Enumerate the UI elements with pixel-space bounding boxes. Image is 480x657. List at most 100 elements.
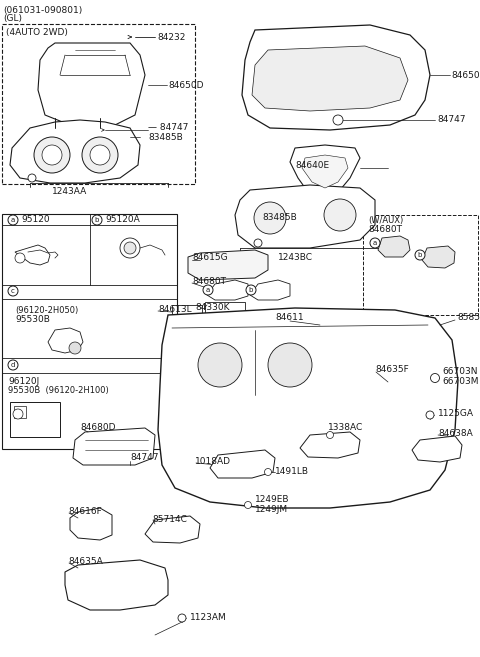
- Polygon shape: [65, 560, 168, 610]
- Circle shape: [198, 343, 242, 387]
- Circle shape: [92, 215, 102, 225]
- Text: 1249EB: 1249EB: [255, 495, 289, 505]
- Text: (96120-2H050): (96120-2H050): [15, 306, 78, 315]
- Text: c: c: [11, 288, 15, 294]
- Polygon shape: [15, 245, 50, 265]
- Text: 95120A: 95120A: [105, 215, 140, 225]
- Bar: [264, 210, 276, 222]
- Polygon shape: [300, 432, 360, 458]
- Bar: [205, 302, 245, 324]
- Circle shape: [90, 145, 110, 165]
- Text: 84638A: 84638A: [438, 430, 473, 438]
- Text: (GL): (GL): [3, 14, 22, 24]
- Circle shape: [268, 343, 312, 387]
- Circle shape: [370, 238, 380, 248]
- Bar: [82, 575, 142, 603]
- Polygon shape: [210, 450, 275, 478]
- Polygon shape: [235, 185, 375, 248]
- Text: 1491LB: 1491LB: [275, 468, 309, 476]
- Bar: [190, 330, 320, 395]
- Circle shape: [178, 614, 186, 622]
- Text: 66703N: 66703N: [442, 367, 478, 376]
- Circle shape: [82, 137, 118, 173]
- Text: (061031-090801): (061031-090801): [3, 5, 82, 14]
- Text: d: d: [11, 362, 15, 368]
- Circle shape: [203, 285, 213, 295]
- Text: 1125GA: 1125GA: [438, 409, 474, 417]
- Circle shape: [8, 360, 18, 370]
- Polygon shape: [38, 43, 145, 128]
- Circle shape: [333, 115, 343, 125]
- Text: 1123AM: 1123AM: [190, 614, 227, 622]
- Text: 66703M: 66703M: [442, 376, 479, 386]
- Bar: [363, 215, 478, 315]
- Circle shape: [431, 373, 440, 382]
- Bar: [14, 406, 26, 418]
- Polygon shape: [73, 428, 155, 465]
- Circle shape: [13, 409, 23, 419]
- Text: — 84747: — 84747: [148, 122, 188, 131]
- Polygon shape: [145, 516, 200, 543]
- Bar: [2, 24, 195, 184]
- Circle shape: [254, 239, 262, 247]
- Polygon shape: [48, 328, 83, 353]
- Text: 84650D: 84650D: [451, 70, 480, 79]
- Text: 84650D: 84650D: [168, 81, 204, 89]
- Text: 84611: 84611: [275, 313, 304, 323]
- Text: b: b: [95, 217, 99, 223]
- Circle shape: [69, 342, 81, 354]
- Circle shape: [415, 250, 425, 260]
- Text: 85714C: 85714C: [152, 514, 187, 524]
- Bar: [2, 214, 177, 449]
- Text: (W/AUX): (W/AUX): [368, 217, 403, 225]
- Text: 1243AA: 1243AA: [52, 187, 88, 196]
- Polygon shape: [422, 246, 455, 268]
- Polygon shape: [10, 120, 140, 183]
- Text: 96120J: 96120J: [8, 376, 39, 386]
- Text: 84635F: 84635F: [375, 365, 409, 374]
- Text: 84747: 84747: [130, 453, 158, 463]
- Text: 1338AC: 1338AC: [328, 424, 363, 432]
- Text: a: a: [206, 287, 210, 293]
- Circle shape: [246, 285, 256, 295]
- Text: 83485B: 83485B: [263, 214, 298, 223]
- Polygon shape: [250, 280, 290, 300]
- Polygon shape: [302, 155, 348, 188]
- Bar: [10, 402, 60, 437]
- Polygon shape: [207, 280, 248, 300]
- Circle shape: [34, 137, 70, 173]
- Text: 95530B  (96120-2H100): 95530B (96120-2H100): [8, 386, 109, 396]
- Text: 85856A: 85856A: [457, 313, 480, 323]
- Circle shape: [15, 253, 25, 263]
- Text: 84615G: 84615G: [192, 252, 228, 261]
- Circle shape: [42, 145, 62, 165]
- Circle shape: [120, 238, 140, 258]
- Text: a: a: [373, 240, 377, 246]
- Text: 84640E: 84640E: [295, 162, 329, 171]
- Circle shape: [324, 199, 356, 231]
- Text: b: b: [418, 252, 422, 258]
- Text: 84616F: 84616F: [68, 507, 102, 516]
- Text: 95530B: 95530B: [15, 315, 50, 325]
- Text: b: b: [249, 287, 253, 293]
- Circle shape: [124, 242, 136, 254]
- Polygon shape: [378, 236, 410, 257]
- Text: 84613L: 84613L: [158, 306, 192, 315]
- Circle shape: [8, 286, 18, 296]
- Text: 84747: 84747: [437, 116, 466, 124]
- Text: 84330K: 84330K: [195, 302, 229, 311]
- Circle shape: [28, 174, 36, 182]
- Circle shape: [8, 215, 18, 225]
- Text: (4AUTO 2WD): (4AUTO 2WD): [6, 28, 68, 37]
- Circle shape: [426, 411, 434, 419]
- Polygon shape: [158, 308, 458, 508]
- Text: 84680T: 84680T: [192, 277, 226, 286]
- Polygon shape: [412, 436, 462, 462]
- Bar: [172, 305, 202, 323]
- Text: 84680D: 84680D: [80, 424, 116, 432]
- Circle shape: [254, 202, 286, 234]
- Text: 95120: 95120: [21, 215, 49, 225]
- Bar: [46, 150, 58, 162]
- Text: 1243BC: 1243BC: [277, 252, 312, 261]
- Circle shape: [326, 432, 334, 438]
